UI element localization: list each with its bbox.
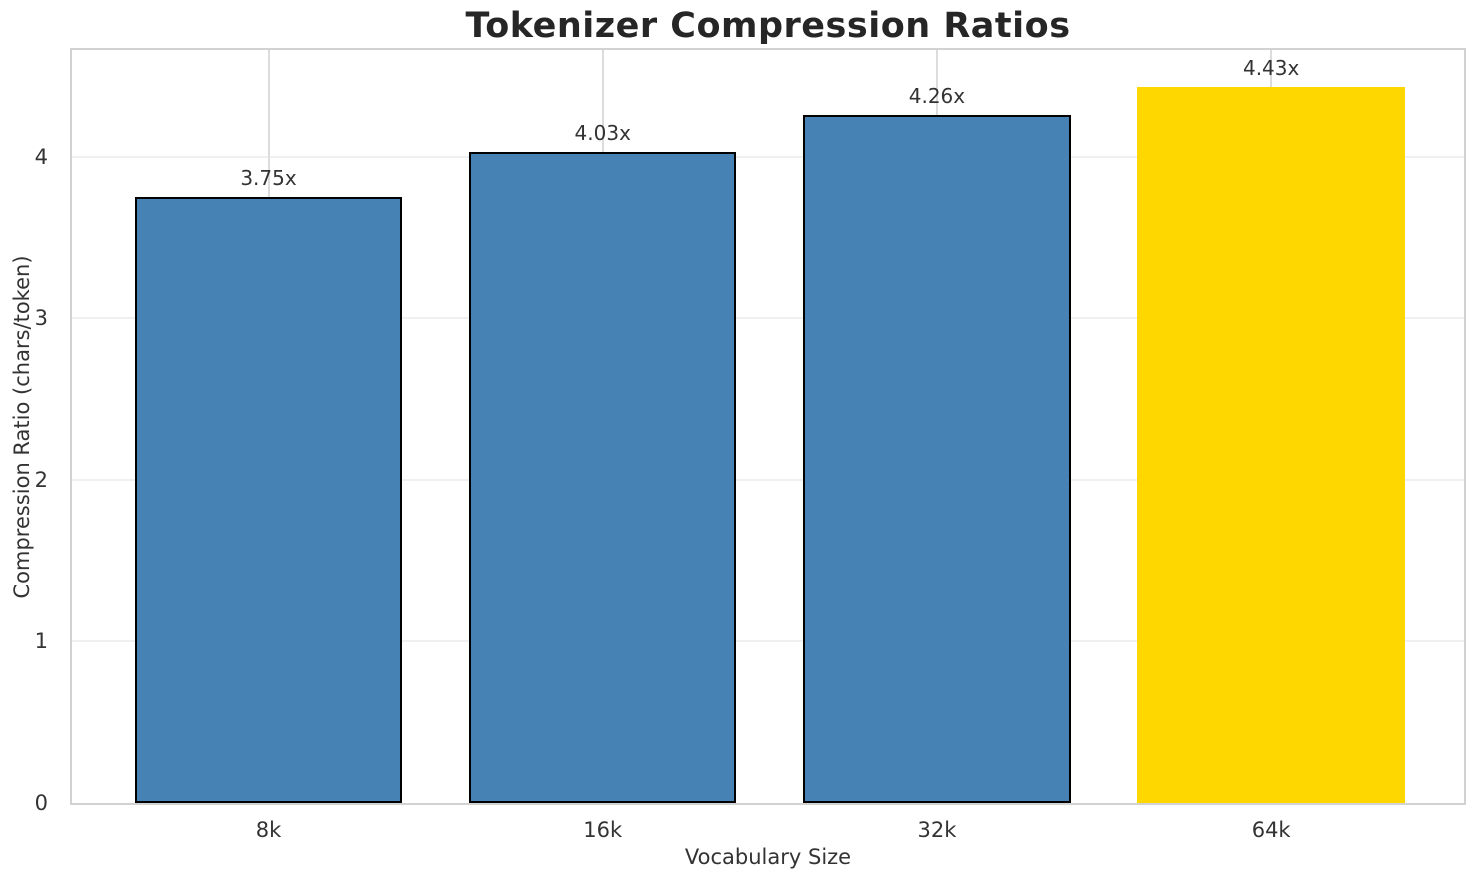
y-tick-label-2: 2 — [34, 467, 48, 492]
y-tick-label-0: 0 — [34, 791, 48, 815]
x-tick-label-16k: 16k — [583, 818, 623, 842]
gridline-horizontal — [72, 640, 1464, 643]
bar-16k — [469, 151, 737, 803]
plot-area: 3.75x 4.03x 4.26x 4.43x — [70, 48, 1466, 805]
x-tick-label-32k: 32k — [917, 818, 957, 842]
bar-value-label: 4.43x — [1242, 56, 1300, 81]
bar-value-label: 4.03x — [574, 120, 631, 145]
bar-64k — [1137, 87, 1405, 803]
x-tick-label-64k: 64k — [1251, 818, 1291, 842]
y-axis-ticks: 0 1 2 3 4 — [0, 48, 62, 815]
x-axis-label: Vocabulary Size — [684, 845, 852, 869]
bar-value-label: 4.26x — [908, 83, 966, 108]
y-tick-label-3: 3 — [34, 306, 48, 331]
bar-32k — [803, 114, 1071, 803]
x-tick-label-8k: 8k — [255, 818, 282, 842]
gridline-horizontal — [72, 317, 1464, 320]
bar-8k — [134, 197, 403, 803]
chart-title: Tokenizer Compression Ratios — [465, 6, 1071, 46]
gridline-horizontal — [72, 478, 1464, 481]
y-tick-label-1: 1 — [34, 629, 48, 654]
bar-value-label: 3.75x — [240, 166, 297, 191]
x-axis-ticks: 8k 16k 32k 64k — [70, 805, 1466, 845]
gridline-horizontal — [72, 155, 1464, 158]
y-tick-label-4: 4 — [34, 144, 48, 169]
